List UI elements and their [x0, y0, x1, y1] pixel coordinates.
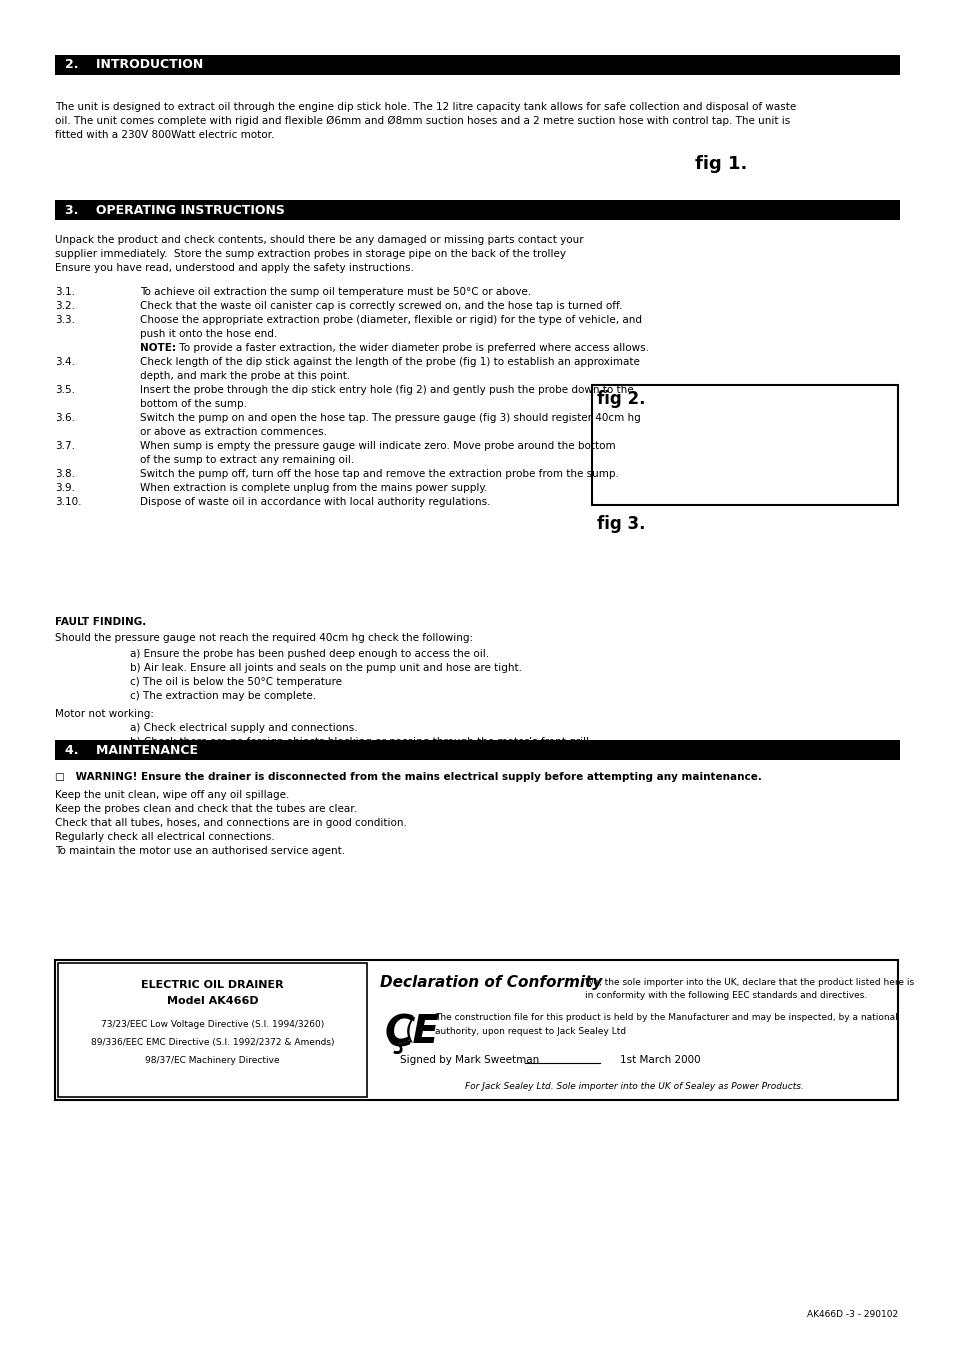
Text: authority, upon request to Jack Sealey Ltd: authority, upon request to Jack Sealey L…	[435, 1027, 625, 1036]
Text: Keep the unit clean, wipe off any oil spillage.: Keep the unit clean, wipe off any oil sp…	[55, 790, 289, 800]
Text: When sump is empty the pressure gauge will indicate zero. Move probe around the : When sump is empty the pressure gauge wi…	[140, 440, 615, 451]
Text: b) Check there are no foreign objects blocking or passing through the motor’s fr: b) Check there are no foreign objects bl…	[130, 738, 592, 747]
Text: or above as extraction commences.: or above as extraction commences.	[140, 427, 327, 436]
Text: 3.10.: 3.10.	[55, 497, 81, 507]
Text: NOTE:: NOTE:	[140, 343, 175, 353]
Text: c) The oil is below the 50°C temperature: c) The oil is below the 50°C temperature	[130, 677, 341, 688]
Text: 73/23/EEC Low Voltage Directive (S.I. 1994/3260): 73/23/EEC Low Voltage Directive (S.I. 19…	[101, 1020, 324, 1029]
Bar	[58, 963, 367, 1097]
Text: To achieve oil extraction the sump oil temperature must be 50°C or above.: To achieve oil extraction the sump oil t…	[140, 286, 531, 297]
Text: 1st March 2000: 1st March 2000	[619, 1055, 700, 1065]
Text: CE: CE	[385, 1013, 439, 1051]
Text: 3.1.: 3.1.	[55, 286, 75, 297]
Text: 89/336/EEC EMC Directive (S.I. 1992/2372 & Amends): 89/336/EEC EMC Directive (S.I. 1992/2372…	[91, 1038, 334, 1047]
Text: □   WARNING! Ensure the drainer is disconnected from the mains electrical supply: □ WARNING! Ensure the drainer is disconn…	[55, 771, 761, 782]
Text: Model AK466D: Model AK466D	[167, 996, 258, 1006]
Text: of the sump to extract any remaining oil.: of the sump to extract any remaining oil…	[140, 455, 354, 465]
Text: AK466D -3 - 290102: AK466D -3 - 290102	[806, 1310, 897, 1319]
Text: fig 1.: fig 1.	[695, 155, 746, 173]
Text: 3.5.: 3.5.	[55, 385, 75, 394]
Text: 4.    MAINTENANCE: 4. MAINTENANCE	[65, 743, 198, 757]
Text: To provide a faster extraction, the wider diameter probe is preferred where acce: To provide a faster extraction, the wide…	[175, 343, 648, 353]
Text: fig 2.: fig 2.	[597, 390, 645, 408]
Bar	[55, 200, 899, 220]
Text: FAULT FINDING.: FAULT FINDING.	[55, 617, 146, 627]
Text: Should the pressure gauge not reach the required 40cm hg check the following:: Should the pressure gauge not reach the …	[55, 634, 473, 643]
Text: 3.7.: 3.7.	[55, 440, 75, 451]
Text: 3.3.: 3.3.	[55, 315, 75, 326]
Text: 3.6.: 3.6.	[55, 413, 75, 423]
Bar	[55, 55, 899, 76]
Text: 3.2.: 3.2.	[55, 301, 75, 311]
Text: (: (	[405, 1019, 415, 1043]
Text: When extraction is complete unplug from the mains power supply.: When extraction is complete unplug from …	[140, 484, 487, 493]
Text: To maintain the motor use an authorised service agent.: To maintain the motor use an authorised …	[55, 846, 345, 857]
Text: Switch the pump off, turn off the hose tap and remove the extraction probe from : Switch the pump off, turn off the hose t…	[140, 469, 618, 480]
Text: Switch the pump on and open the hose tap. The pressure gauge (fig 3) should regi: Switch the pump on and open the hose tap…	[140, 413, 640, 423]
Text: The construction file for this product is held by the Manufacturer and may be in: The construction file for this product i…	[435, 1013, 897, 1021]
Text: Keep the probes clean and check that the tubes are clear.: Keep the probes clean and check that the…	[55, 804, 356, 815]
Text: fig 3.: fig 3.	[597, 515, 645, 534]
Text: Dispose of waste oil in accordance with local authority regulations.: Dispose of waste oil in accordance with …	[140, 497, 490, 507]
Text: Ensure you have read, understood and apply the safety instructions.: Ensure you have read, understood and app…	[55, 263, 414, 273]
Text: a) Check electrical supply and connections.: a) Check electrical supply and connectio…	[130, 723, 357, 734]
Text: ELECTRIC OIL DRAINER: ELECTRIC OIL DRAINER	[141, 979, 283, 990]
Text: The unit is designed to extract oil through the engine dip stick hole. The 12 li: The unit is designed to extract oil thro…	[55, 101, 796, 112]
Text: fitted with a 230V 800Watt electric motor.: fitted with a 230V 800Watt electric moto…	[55, 130, 274, 141]
Bar	[639, 150, 899, 265]
Text: supplier immediately.  Store the sump extraction probes in storage pipe on the b: supplier immediately. Store the sump ext…	[55, 249, 565, 259]
Text: 98/37/EC Machinery Directive: 98/37/EC Machinery Directive	[145, 1056, 279, 1065]
Text: Motor not working:: Motor not working:	[55, 709, 153, 719]
Text: 3.8.: 3.8.	[55, 469, 75, 480]
Text: Check length of the dip stick against the length of the probe (fig 1) to establi: Check length of the dip stick against th…	[140, 357, 639, 367]
Bar	[55, 961, 897, 1100]
Text: Unpack the product and check contents, should there be any damaged or missing pa: Unpack the product and check contents, s…	[55, 235, 583, 245]
Text: Signed by Mark Sweetman: Signed by Mark Sweetman	[399, 1055, 538, 1065]
Bar	[55, 740, 899, 761]
Text: We, the sole importer into the UK, declare that the product listed here is: We, the sole importer into the UK, decla…	[584, 978, 913, 988]
Text: bottom of the sump.: bottom of the sump.	[140, 399, 247, 409]
Text: oil. The unit comes complete with rigid and flexible Ø6mm and Ø8mm suction hoses: oil. The unit comes complete with rigid …	[55, 116, 789, 126]
Text: For Jack Sealey Ltd. Sole importer into the UK of Sealey as Power Products.: For Jack Sealey Ltd. Sole importer into …	[464, 1082, 802, 1092]
Text: 2.    INTRODUCTION: 2. INTRODUCTION	[65, 58, 203, 72]
Bar	[592, 385, 897, 505]
Text: Insert the probe through the dip stick entry hole (fig 2) and gently push the pr: Insert the probe through the dip stick e…	[140, 385, 633, 394]
Text: 3.    OPERATING INSTRUCTIONS: 3. OPERATING INSTRUCTIONS	[65, 204, 285, 216]
Text: Check that all tubes, hoses, and connections are in good condition.: Check that all tubes, hoses, and connect…	[55, 817, 406, 828]
Text: c) The extraction may be complete.: c) The extraction may be complete.	[130, 690, 315, 701]
Text: Check that the waste oil canister cap is correctly screwed on, and the hose tap : Check that the waste oil canister cap is…	[140, 301, 621, 311]
Text: Choose the appropriate extraction probe (diameter, flexible or rigid) for the ty: Choose the appropriate extraction probe …	[140, 315, 641, 326]
Text: Regularly check all electrical connections.: Regularly check all electrical connectio…	[55, 832, 274, 842]
Text: 3.9.: 3.9.	[55, 484, 75, 493]
Text: Ç: Ç	[385, 1013, 414, 1055]
Text: Declaration of Conformity: Declaration of Conformity	[379, 975, 601, 990]
Text: in conformity with the following EEC standards and directives.: in conformity with the following EEC sta…	[584, 992, 866, 1000]
Text: a) Ensure the probe has been pushed deep enough to access the oil.: a) Ensure the probe has been pushed deep…	[130, 648, 489, 659]
Text: depth, and mark the probe at this point.: depth, and mark the probe at this point.	[140, 372, 350, 381]
Text: b) Air leak. Ensure all joints and seals on the pump unit and hose are tight.: b) Air leak. Ensure all joints and seals…	[130, 663, 521, 673]
Text: 3.4.: 3.4.	[55, 357, 75, 367]
Text: push it onto the hose end.: push it onto the hose end.	[140, 330, 277, 339]
